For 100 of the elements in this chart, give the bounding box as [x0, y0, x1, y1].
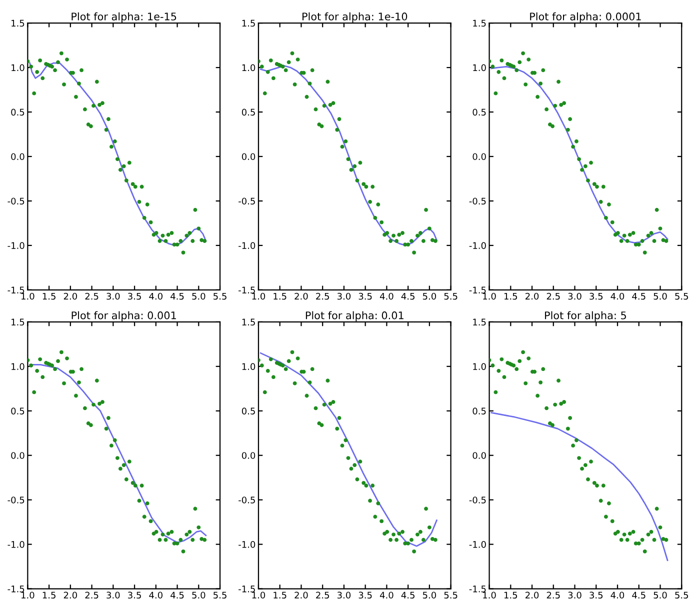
y-tick-label: 0.5	[242, 108, 255, 116]
y-tick-label: 0.0	[11, 153, 24, 160]
x-tick-label: 3.0	[106, 592, 120, 599]
x-tick-label: 2.0	[294, 292, 308, 300]
x-tick-label: 2.5	[85, 592, 98, 599]
y-tick-label: 1.0	[473, 363, 486, 370]
chart-title: Plot for alpha: 0.0001	[530, 12, 641, 22]
x-tick-label: 1.5	[42, 292, 56, 300]
x-tick-label: 1.5	[42, 592, 56, 599]
x-tick-label: 2.0	[64, 292, 77, 300]
y-tick-label: 1.0	[12, 64, 24, 72]
x-tick-label: 2.5	[85, 292, 98, 300]
x-tick-label: 3.0	[568, 592, 582, 599]
y-tick-label: -1.0	[469, 242, 486, 249]
y-tick-label: 1.0	[473, 64, 486, 72]
y-tick-label: -1.0	[8, 541, 24, 548]
y-tick-label: -0.5	[469, 198, 486, 205]
x-tick-label: 3.5	[590, 592, 603, 599]
y-tick-label: -1.0	[238, 242, 256, 249]
x-tick-label: 1.0	[21, 592, 34, 599]
x-tick-label: 4.5	[401, 292, 414, 300]
x-tick-label: 2.0	[526, 592, 539, 599]
x-tick-label: 2.5	[546, 592, 560, 599]
x-tick-label: 4.5	[170, 592, 184, 599]
y-tick-label: 1.5	[12, 20, 24, 27]
x-tick-label: 1.5	[504, 292, 518, 300]
y-tick-label: 1.0	[242, 363, 256, 370]
chart-title: Plot for alpha: 0.01	[306, 311, 404, 322]
x-tick-label: 5.0	[654, 592, 667, 599]
y-tick-label: -1.5	[238, 286, 255, 294]
x-tick-label: 5.5	[444, 592, 458, 599]
x-tick-label: 1.5	[504, 592, 518, 599]
line-series	[490, 412, 668, 562]
x-tick-label: 5.5	[214, 292, 226, 300]
x-tick-label: 3.5	[358, 592, 372, 599]
x-tick-label: 4.0	[610, 292, 624, 300]
x-tick-label: 5.5	[444, 292, 458, 300]
y-tick-label: 0.5	[11, 408, 24, 414]
x-tick-label: 4.0	[380, 592, 394, 599]
y-tick-label: 0.0	[11, 452, 24, 459]
x-tick-label: 3.5	[128, 292, 141, 300]
y-tick-label: 1.5	[473, 318, 486, 326]
x-tick-label: 4.5	[170, 292, 184, 300]
y-tick-label: 0.0	[242, 153, 256, 160]
x-tick-label: 1.0	[483, 592, 496, 599]
x-tick-label: 4.0	[149, 592, 162, 599]
x-tick-label: 4.0	[380, 292, 394, 300]
x-tick-label: 3.0	[106, 292, 120, 300]
x-tick-label: 5.0	[422, 592, 436, 599]
x-tick-label: 4.0	[149, 292, 162, 300]
y-tick-label: 1.5	[242, 20, 255, 27]
y-tick-label: -1.0	[238, 541, 256, 548]
y-tick-label: 0.0	[472, 452, 486, 459]
y-tick-label: 1.5	[12, 318, 24, 326]
y-tick-label: 0.5	[11, 108, 24, 116]
x-tick-label: 3.5	[128, 592, 141, 599]
y-tick-label: -1.5	[8, 286, 24, 294]
x-tick-label: 5.0	[654, 292, 667, 300]
x-tick-label: 2.5	[316, 592, 329, 599]
x-tick-label: 2.0	[294, 592, 308, 599]
x-tick-label: 2.0	[64, 592, 77, 599]
y-tick-label: -0.5	[8, 198, 24, 205]
x-tick-label: 4.5	[632, 592, 646, 599]
y-tick-label: 1.0	[12, 363, 24, 370]
y-tick-label: -0.5	[469, 496, 486, 504]
x-tick-label: 3.0	[337, 292, 351, 300]
x-tick-label: 1.5	[274, 592, 286, 599]
x-tick-label: 3.5	[590, 292, 603, 300]
x-tick-label: 1.5	[274, 292, 286, 300]
x-tick-label: 2.5	[316, 292, 329, 300]
y-tick-label: 1.0	[242, 64, 256, 72]
y-tick-label: -1.5	[469, 286, 486, 294]
y-tick-label: 0.0	[472, 153, 486, 160]
x-tick-label: 2.5	[546, 292, 560, 300]
y-tick-label: 1.5	[473, 20, 486, 27]
y-tick-label: 0.5	[472, 408, 486, 414]
y-tick-label: -0.5	[8, 496, 24, 504]
x-tick-label: 1.0	[252, 292, 266, 300]
x-tick-label: 1.0	[483, 292, 496, 300]
y-tick-label: -1.5	[469, 586, 486, 592]
y-tick-label: -1.5	[8, 586, 24, 592]
x-tick-label: 3.0	[337, 592, 351, 599]
x-tick-label: 5.0	[192, 292, 206, 300]
y-tick-label: -0.5	[238, 198, 255, 205]
x-tick-label: 5.5	[675, 292, 688, 300]
y-tick-label: -1.5	[238, 586, 255, 592]
x-tick-label: 3.5	[358, 292, 372, 300]
x-tick-label: 4.0	[610, 592, 624, 599]
x-tick-label: 2.0	[526, 292, 539, 300]
x-tick-label: 5.0	[422, 292, 436, 300]
y-tick-label: 0.5	[472, 108, 486, 116]
x-tick-label: 4.5	[632, 292, 646, 300]
y-tick-label: 0.5	[242, 408, 255, 414]
chart-title: Plot for alpha: 0.001	[72, 311, 176, 322]
chart-title: Plot for alpha: 5	[545, 311, 626, 322]
x-tick-label: 5.5	[214, 592, 226, 599]
y-tick-label: -1.0	[469, 541, 486, 548]
x-tick-label: 4.5	[401, 592, 414, 599]
x-tick-label: 3.0	[568, 292, 582, 300]
x-tick-label: 1.0	[21, 292, 34, 300]
